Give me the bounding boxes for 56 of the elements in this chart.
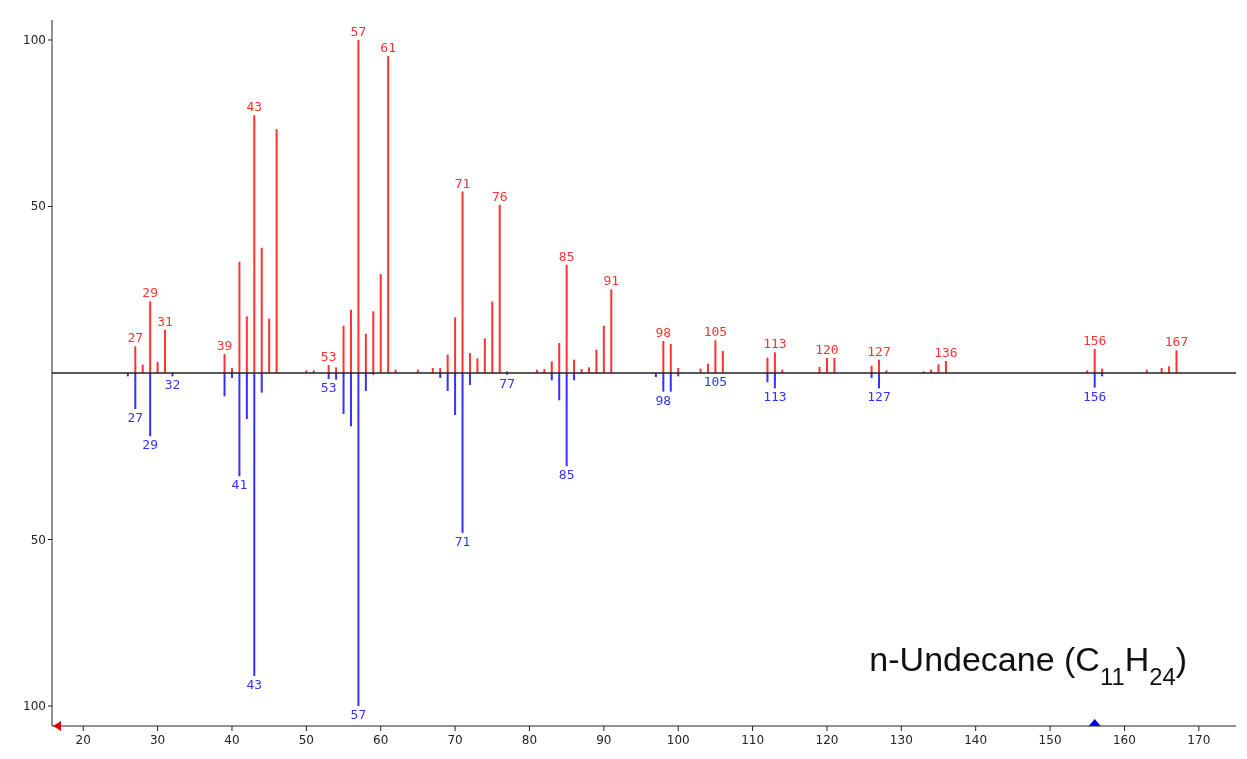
annotation: 43	[246, 99, 263, 115]
annotation: 31	[157, 313, 173, 329]
annotation: 167	[1164, 334, 1189, 350]
x-tick-label: 120	[815, 733, 839, 747]
x-tick-label: 110	[741, 733, 765, 747]
annotation: 41	[231, 477, 248, 493]
annotation: 113	[763, 336, 787, 352]
annotation: 39	[216, 338, 233, 354]
y-tick-label: 100	[23, 32, 46, 47]
annotation: 53	[320, 349, 337, 365]
annotation: n-Undecane (C$_{11}$H$_{24}$)	[869, 640, 1187, 690]
annotation: 120	[815, 342, 839, 358]
y-tick-label: 50	[30, 199, 46, 214]
annotation: 91	[603, 273, 620, 289]
x-tick-label: 30	[149, 733, 166, 747]
annotation: 136	[934, 345, 958, 361]
annotation: 76	[491, 188, 508, 204]
annotation: 105	[703, 324, 728, 340]
y-tick-label: 100	[23, 699, 46, 714]
x-tick-label: 100	[666, 733, 690, 747]
y-tick-label: 50	[30, 532, 46, 547]
annotation: 57	[350, 23, 367, 39]
x-tick-label: 50	[298, 733, 314, 747]
annotation: 27	[127, 330, 144, 346]
x-tick-label: 20	[75, 733, 91, 747]
annotation: 32	[164, 377, 181, 393]
x-tick-label: 150	[1038, 733, 1062, 747]
annotation: 127	[867, 389, 891, 405]
x-tick-label: 160	[1112, 733, 1136, 747]
annotation: 156	[1082, 333, 1107, 349]
annotation: 156	[1082, 388, 1107, 404]
annotation: 85	[558, 248, 575, 264]
annotation: 57	[350, 707, 367, 723]
x-tick-label: 40	[224, 733, 240, 747]
annotation: 77	[499, 375, 515, 391]
annotation: 71	[454, 175, 471, 191]
annotation: 29	[142, 437, 158, 453]
annotation: 127	[867, 343, 891, 359]
annotation: 71	[454, 533, 471, 549]
x-tick-label: 80	[521, 733, 538, 747]
x-tick-label: 130	[889, 733, 913, 747]
x-tick-label: 170	[1187, 733, 1211, 747]
annotation: 29	[142, 285, 158, 301]
x-tick-label: 60	[373, 733, 389, 747]
x-tick-label: 90	[596, 733, 612, 747]
x-tick-label: 70	[447, 733, 463, 747]
annotation: 27	[127, 409, 144, 425]
annotation: 98	[655, 392, 672, 408]
annotation: 53	[320, 379, 337, 395]
annotation: 105	[703, 374, 728, 389]
annotation: 98	[655, 325, 672, 341]
x-tick-label: 140	[964, 733, 988, 747]
annotation: 61	[380, 39, 396, 55]
annotation: 85	[558, 467, 575, 483]
annotation: 43	[246, 677, 263, 693]
annotation: 113	[763, 389, 787, 405]
